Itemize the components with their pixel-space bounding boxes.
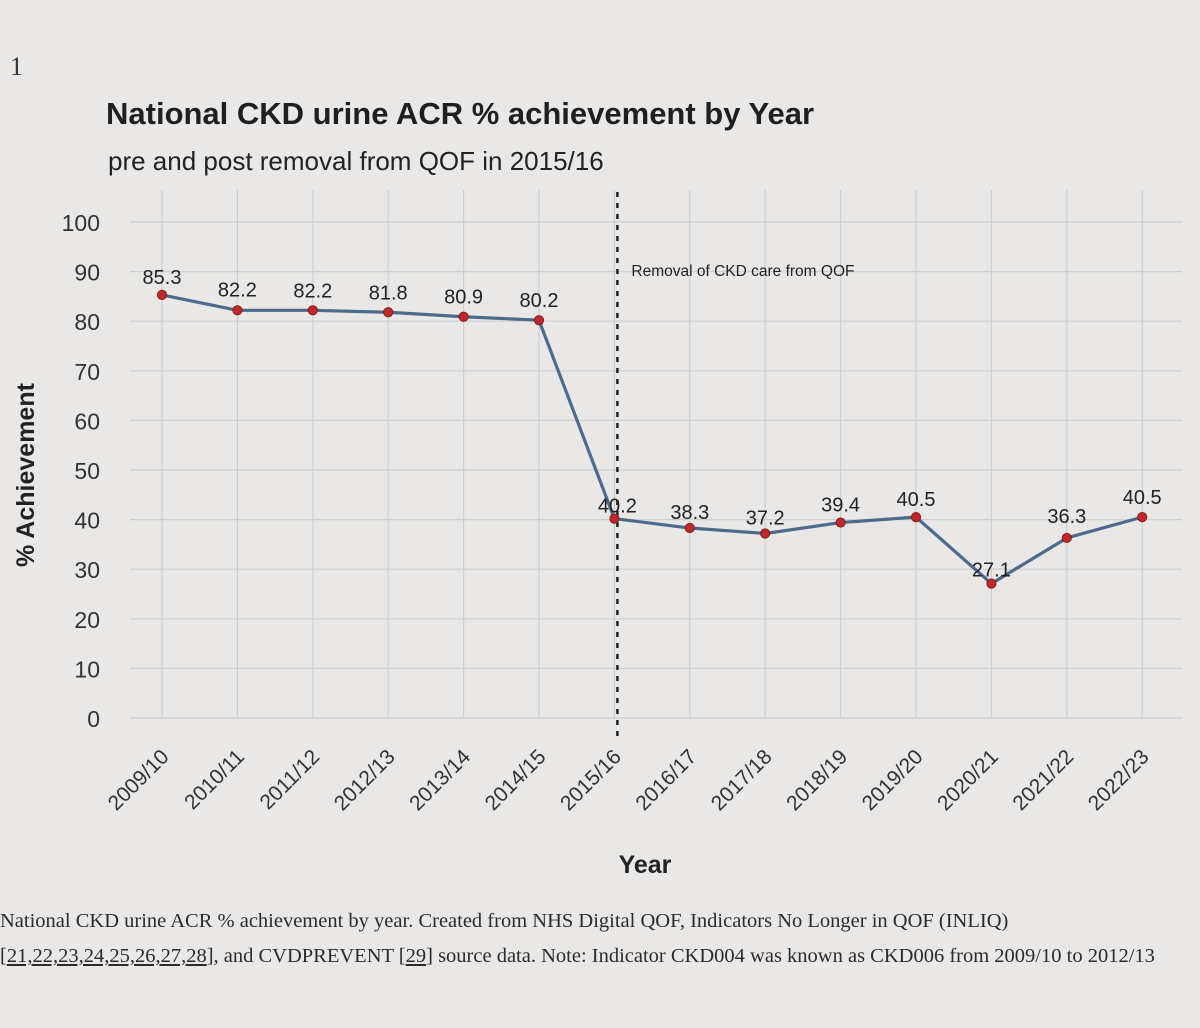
data-label: 80.9 <box>444 287 483 309</box>
x-tick-label: 2009/10 <box>104 745 174 815</box>
data-label: 85.3 <box>143 267 182 289</box>
data-point <box>383 307 394 318</box>
data-label: 38.3 <box>670 502 709 524</box>
chart-title: National CKD urine ACR % achievement by … <box>106 96 815 131</box>
data-label: 80.2 <box>520 290 559 312</box>
data-point <box>986 578 997 589</box>
y-tick-label: 60 <box>74 408 100 434</box>
data-label: 40.5 <box>897 489 936 511</box>
page-number: 1 <box>10 52 23 81</box>
data-label: 40.2 <box>598 496 637 518</box>
chart-subtitle: pre and post removal from QOF in 2015/16 <box>108 146 604 176</box>
data-label: 81.8 <box>369 282 408 304</box>
data-point <box>307 305 318 316</box>
data-point <box>1137 512 1148 523</box>
x-tick-labels: 2009/10 2010/11 2011/12 2012/13 2013/14 2014/… <box>104 745 1154 815</box>
data-label: 36.3 <box>1047 506 1086 528</box>
data-label: 39.4 <box>821 495 860 517</box>
y-axis-label: % Achievement <box>12 382 40 567</box>
data-point <box>232 305 243 316</box>
data-label: 37.2 <box>746 507 785 529</box>
caption-text-3: ] source data. Note: Indicator CKD004 wa… <box>426 945 1155 967</box>
y-tick-label: 70 <box>74 359 100 385</box>
y-tick-label: 50 <box>74 458 100 484</box>
y-tick-label: 20 <box>74 607 100 633</box>
x-tick-label: 2012/13 <box>330 745 400 815</box>
y-tick-label: 0 <box>87 706 100 732</box>
data-point <box>458 311 469 322</box>
x-axis-label: Year <box>619 851 672 879</box>
y-tick-label: 30 <box>74 557 100 583</box>
y-tick-labels: 0 10 20 30 40 50 60 70 80 90 100 <box>62 210 100 732</box>
data-point <box>156 289 168 301</box>
x-tick-label: 2021/22 <box>1008 745 1078 815</box>
series-line <box>161 293 1143 586</box>
series-group <box>156 289 1148 589</box>
data-label: 82.2 <box>293 280 332 302</box>
caption-text-2: ], and CVDPREVENT [ <box>206 945 406 967</box>
x-tick-label: 2010/11 <box>180 745 249 814</box>
x-tick-label: 2018/19 <box>782 745 852 815</box>
data-point <box>910 512 922 523</box>
data-label: 40.5 <box>1123 487 1162 509</box>
data-point <box>835 517 846 528</box>
x-tick-label: 2022/23 <box>1084 745 1154 815</box>
x-tick-label: 2011/12 <box>255 745 324 814</box>
data-labels: 85.3 82.2 82.2 81.8 80.9 80.2 40.2 38.3 37.2 39.4… <box>143 267 1162 582</box>
data-point <box>684 522 695 534</box>
x-tick-label: 2014/15 <box>481 745 551 815</box>
y-tick-label: 100 <box>62 210 100 236</box>
data-label: 27.1 <box>972 560 1011 582</box>
grid-lines <box>130 190 1183 719</box>
annotation-text: Removal of CKD care from QOF <box>631 263 854 280</box>
data-point <box>1061 532 1072 544</box>
data-label: 82.2 <box>218 279 257 301</box>
y-tick-label: 90 <box>74 260 100 286</box>
y-tick-label: 80 <box>74 309 100 335</box>
y-tick-label: 10 <box>74 656 100 682</box>
figure-caption: National CKD urine ACR % achievement by … <box>0 904 1190 974</box>
x-tick-label: 2016/17 <box>631 745 701 815</box>
x-tick-label: 2015/16 <box>556 745 626 815</box>
caption-references-link[interactable]: 21,22,23,24,25,26,27,28 <box>6 945 207 967</box>
data-point <box>760 528 771 539</box>
annotation-group: Removal of CKD care from QOF <box>616 192 854 738</box>
data-point <box>609 513 620 524</box>
data-point <box>533 315 545 326</box>
y-tick-label: 40 <box>74 508 100 534</box>
x-tick-label: 2017/18 <box>707 745 777 815</box>
caption-reference-29-link[interactable]: 29 <box>405 945 427 967</box>
x-tick-label: 2019/20 <box>858 745 928 815</box>
x-tick-label: 2013/14 <box>405 745 475 815</box>
x-tick-label: 2020/21 <box>933 745 1003 815</box>
chart-figure: National CKD urine ACR % achievement by … <box>12 96 1183 879</box>
caption-text-1: National CKD urine ACR % achievement by … <box>0 910 1009 967</box>
